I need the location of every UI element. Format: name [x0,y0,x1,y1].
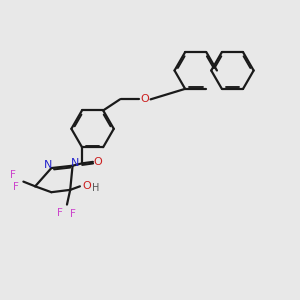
Text: F: F [10,170,15,180]
Text: F: F [70,209,76,219]
Text: O: O [82,181,91,191]
Text: O: O [94,157,103,167]
Text: O: O [140,94,149,104]
Text: F: F [57,208,63,218]
Text: N: N [44,160,52,170]
Text: F: F [13,182,18,192]
Text: N: N [71,158,80,168]
Text: H: H [92,183,99,193]
